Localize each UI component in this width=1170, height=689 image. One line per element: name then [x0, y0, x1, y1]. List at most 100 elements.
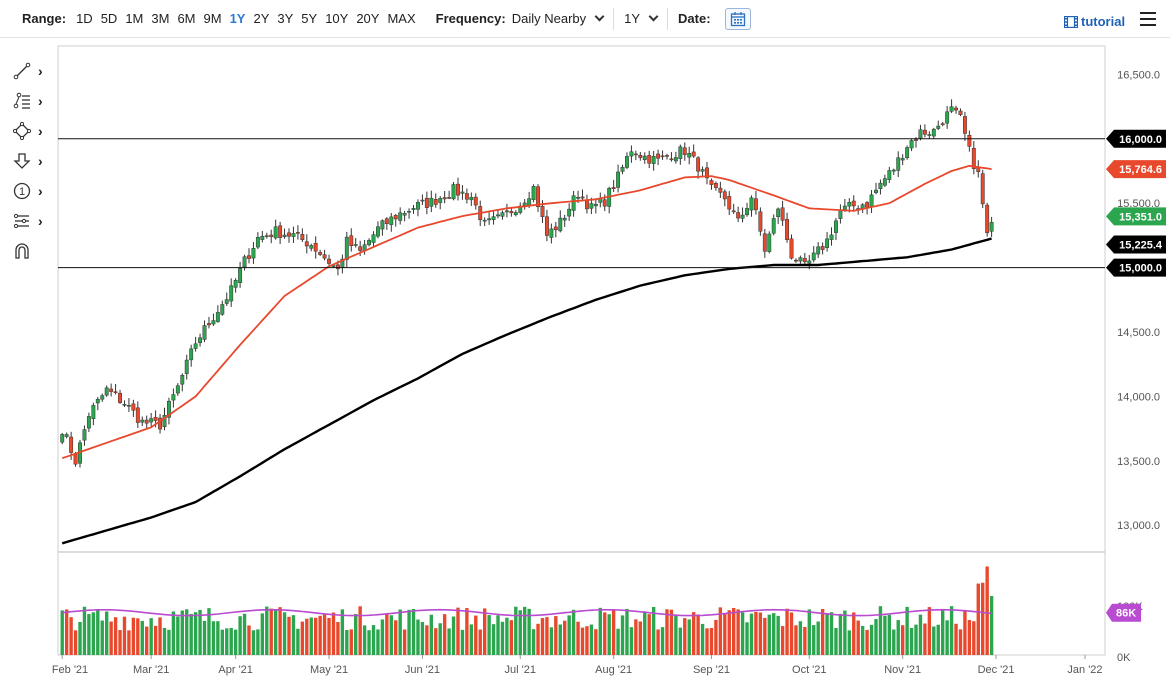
candle-body — [411, 208, 416, 210]
range-button-10y[interactable]: 10Y — [325, 11, 349, 26]
volume-bar — [647, 614, 651, 655]
price-tag-last: 15,351.0 — [1106, 207, 1166, 226]
volume-bar — [967, 620, 972, 655]
volume-bar — [603, 612, 607, 655]
range-button-6m[interactable]: 6M — [177, 11, 196, 26]
candle-body — [602, 199, 607, 207]
candle-body — [456, 183, 460, 196]
volume-bar — [678, 627, 683, 655]
volume-bar — [394, 620, 398, 655]
x-tick-label: Aug '21 — [595, 664, 632, 676]
range-button-9m[interactable]: 9M — [203, 11, 222, 26]
range-button-3m[interactable]: 3M — [151, 11, 170, 26]
candle-body — [549, 228, 554, 238]
range-button-1d[interactable]: 1D — [76, 11, 93, 26]
volume-bar — [362, 625, 367, 655]
volume-bar — [776, 615, 780, 655]
pattern-tool-button[interactable]: › — [12, 206, 52, 236]
range-button-1y[interactable]: 1Y — [229, 11, 246, 26]
candle-body — [335, 264, 340, 270]
volume-bar — [847, 630, 851, 655]
y-tick-label: 14,500.0 — [1117, 327, 1160, 339]
range-button-20y[interactable]: 20Y — [356, 11, 380, 26]
volume-bar — [438, 623, 442, 655]
volume-bar — [69, 617, 73, 655]
candle-body — [447, 197, 452, 199]
toolbar: Range: 1D 5D 1M 3M 6M 9M 1Y 2Y 3Y 5Y 10Y 20Y MAX Fre… — [0, 0, 1170, 38]
candle-body — [709, 180, 714, 185]
volume-bar — [398, 609, 402, 655]
volume-bar — [469, 624, 474, 655]
range-button-max[interactable]: MAX — [387, 11, 416, 26]
x-tick-label: Sep '21 — [693, 664, 730, 676]
magnet-tool-button[interactable] — [12, 236, 52, 266]
price-tag-bg — [1106, 258, 1166, 277]
volume-bar — [176, 616, 180, 655]
volume-bar — [127, 630, 131, 655]
arrow-tool-button[interactable]: › — [12, 146, 52, 176]
candle-body — [811, 252, 816, 261]
number-tool-icon: 1 — [13, 182, 31, 200]
candle-body — [451, 184, 456, 200]
volume-bar — [287, 616, 291, 655]
period-value: 1Y — [624, 11, 641, 26]
candle-body — [167, 400, 171, 418]
tutorial-link[interactable]: tutorial — [1064, 14, 1125, 29]
x-tick-label: Feb '21 — [52, 664, 88, 676]
candle-body — [496, 214, 500, 217]
candle-body — [353, 244, 358, 246]
price-tag-ma_slow: 15,225.4 — [1106, 235, 1166, 254]
candle-body — [82, 429, 87, 441]
volume-bar — [136, 618, 140, 655]
volume-bar — [785, 608, 789, 655]
candle-body — [482, 219, 487, 222]
volume-bar — [825, 613, 829, 655]
line-tool-button[interactable]: › — [12, 56, 52, 86]
volume-bar — [273, 610, 278, 655]
range-button-1m[interactable]: 1M — [125, 11, 144, 26]
volume-bar — [972, 621, 976, 655]
shape-tool-button[interactable]: › — [12, 116, 52, 146]
candle-body — [429, 197, 434, 207]
volume-bar — [202, 620, 207, 655]
film-icon — [1064, 15, 1078, 28]
candle-body — [322, 254, 327, 259]
period-dropdown[interactable]: 1Y — [624, 11, 659, 26]
volume-bar — [807, 609, 811, 655]
volume-average-line — [62, 608, 992, 617]
volume-bar — [545, 617, 549, 655]
candle-body — [233, 279, 238, 288]
range-button-5y[interactable]: 5Y — [301, 11, 318, 26]
calendar-button[interactable] — [724, 7, 751, 30]
candle-body — [874, 189, 878, 193]
volume-bar — [816, 621, 820, 655]
chart-area[interactable]: 13,000.0 13,500.0 14,000.0 14,500.0 15,000.0… — [0, 38, 1170, 689]
volume-bar — [923, 623, 927, 655]
candle-body — [438, 198, 443, 203]
range-button-2y[interactable]: 2Y — [253, 11, 270, 26]
volume-bar — [380, 619, 385, 655]
pattern-tool-icon — [13, 213, 29, 229]
candle-body — [73, 453, 78, 465]
frequency-dropdown[interactable]: Daily Nearby — [512, 11, 605, 26]
range-button-5d[interactable]: 5D — [100, 11, 118, 26]
volume-bar — [740, 612, 745, 655]
candle-body — [687, 153, 692, 158]
number-tool-button[interactable]: 1 › — [12, 176, 52, 206]
volume-bar — [803, 626, 807, 655]
volume-bar — [100, 620, 104, 655]
candle-body — [513, 212, 518, 216]
range-button-3y[interactable]: 3Y — [277, 11, 294, 26]
candle-body — [149, 418, 154, 423]
volume-bar — [754, 611, 758, 655]
volume-bar — [91, 612, 96, 655]
candle-body — [95, 398, 100, 404]
fib-tool-button[interactable]: › — [12, 86, 52, 116]
volume-bar — [780, 626, 785, 655]
y-tick-label: 13,000.0 — [1117, 520, 1160, 532]
volume-bar — [385, 613, 389, 655]
candle-body — [949, 106, 954, 112]
candle-body — [900, 158, 905, 161]
menu-button[interactable] — [1140, 12, 1156, 26]
volume-bar — [812, 625, 816, 655]
